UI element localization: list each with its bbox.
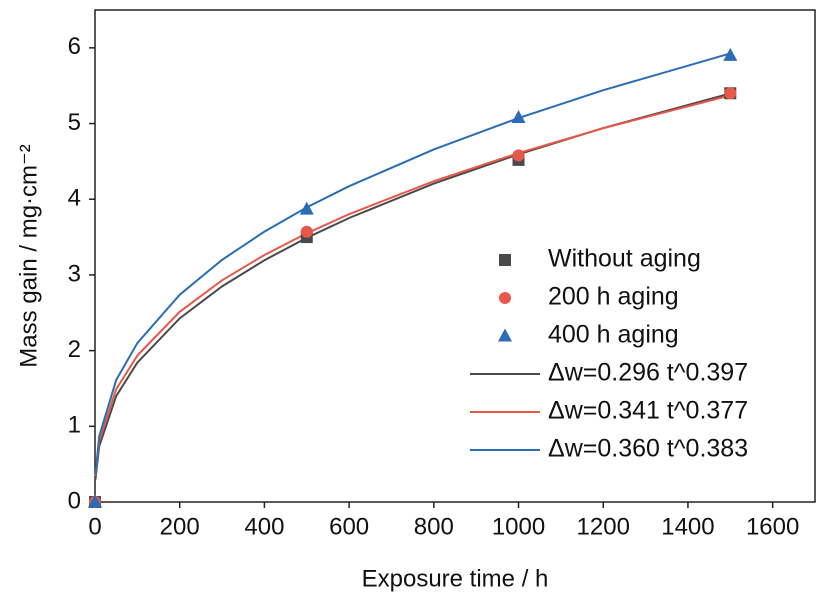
y-tick-label: 2 xyxy=(68,336,81,363)
legend-label: 400 h aging xyxy=(548,321,679,349)
plot-frame xyxy=(94,9,816,503)
marker xyxy=(511,109,526,123)
y-tick-label: 4 xyxy=(68,185,81,212)
x-tick-label: 600 xyxy=(329,513,369,540)
y-tick-label: 3 xyxy=(68,260,81,287)
marker xyxy=(512,149,525,162)
x-tick-label: 200 xyxy=(160,513,200,540)
legend-label: Δw=0.341 t^0.377 xyxy=(548,397,748,425)
marker xyxy=(723,47,738,61)
y-axis-label: Mass gain / mg·cm⁻² xyxy=(15,144,42,367)
x-tick-label: 800 xyxy=(414,513,454,540)
legend-label: 200 h aging xyxy=(548,283,679,311)
legend-label: Δw=0.296 t^0.397 xyxy=(548,359,748,387)
x-axis-label: Exposure time / h xyxy=(362,565,549,592)
marker xyxy=(499,254,511,266)
x-tick-label: 400 xyxy=(244,513,284,540)
marker xyxy=(88,494,102,508)
x-tick-label: 1000 xyxy=(492,513,545,540)
y-tick-label: 5 xyxy=(68,109,81,136)
x-tick-label: 1200 xyxy=(577,513,630,540)
y-tick-label: 1 xyxy=(68,412,81,439)
legend: Without aging 200 h aging 400 h aging Δw=0.… xyxy=(470,245,748,463)
y-tick-label: 6 xyxy=(68,33,81,60)
marker xyxy=(300,225,313,238)
x-tick-label: 0 xyxy=(88,513,101,540)
y-tick-label: 0 xyxy=(68,487,81,514)
marker xyxy=(724,87,737,100)
marker xyxy=(498,328,512,342)
marker xyxy=(299,201,314,215)
marker xyxy=(499,292,511,304)
legend-label: Without aging xyxy=(548,245,701,273)
x-tick-label: 1400 xyxy=(661,513,714,540)
legend-label: Δw=0.360 t^0.383 xyxy=(548,435,748,463)
x-tick-label: 1600 xyxy=(746,513,799,540)
